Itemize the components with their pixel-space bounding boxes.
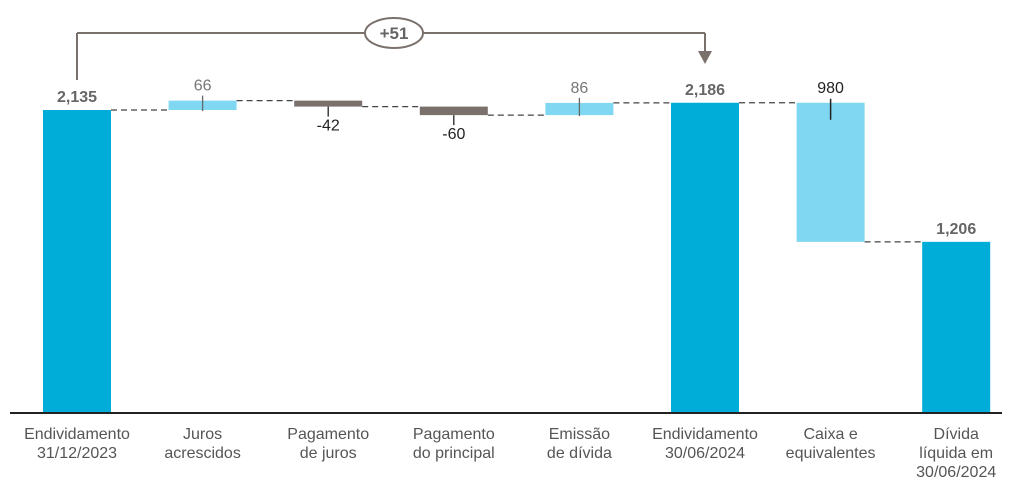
- value-label: 1,206: [936, 221, 976, 238]
- value-label: 980: [817, 80, 844, 97]
- category-label: Endividamento 30/06/2024: [652, 426, 758, 462]
- category-label-line: Emissão: [549, 426, 610, 443]
- value-label: 66: [194, 78, 212, 95]
- category-label-line: Caixa e: [803, 426, 857, 443]
- category-label-line: 30/06/2024: [916, 464, 996, 481]
- category-label-line: de juros: [300, 445, 357, 462]
- category-label-line: do principal: [413, 445, 495, 462]
- category-label-line: 31/12/2023: [37, 445, 117, 462]
- category-label-line: Pagamento: [287, 426, 369, 443]
- category-label: Pagamento de juros: [287, 426, 369, 462]
- value-label: -42: [317, 118, 340, 135]
- category-label: Dívida líquida em 30/06/2024: [916, 426, 996, 481]
- delta-badge: [364, 17, 424, 49]
- category-label-line: líquida em: [919, 445, 993, 462]
- value-label: 86: [571, 80, 589, 97]
- category-label: Caixa e equivalentes: [786, 426, 876, 462]
- bar: [671, 102, 739, 414]
- bar: [294, 100, 363, 107]
- category-label-line: Pagamento: [413, 426, 495, 443]
- category-label: Pagamento do principal: [413, 426, 495, 462]
- category-label-line: de dívida: [547, 445, 612, 462]
- category-label: Emissão de dívida: [547, 426, 612, 462]
- category-label-line: acrescidos: [164, 445, 240, 462]
- category-label: Juros acrescidos: [164, 426, 240, 462]
- category-label: Endividamento 31/12/2023: [24, 426, 130, 462]
- bracket-arrowhead: [698, 51, 712, 64]
- bar: [419, 106, 488, 116]
- bar: [43, 110, 111, 413]
- category-label-line: Endividamento: [24, 426, 130, 443]
- value-label: 2,135: [57, 89, 97, 106]
- category-label-line: Juros: [183, 426, 222, 443]
- category-label-line: Dívida: [934, 426, 979, 443]
- category-label-line: equivalentes: [786, 445, 876, 462]
- value-label: -60: [442, 126, 465, 143]
- category-label-line: 30/06/2024: [665, 445, 745, 462]
- category-label-line: Endividamento: [652, 426, 758, 443]
- delta-label: +51: [380, 24, 409, 43]
- value-label: 2,186: [685, 82, 725, 99]
- bar: [922, 241, 991, 413]
- bar: [796, 102, 865, 242]
